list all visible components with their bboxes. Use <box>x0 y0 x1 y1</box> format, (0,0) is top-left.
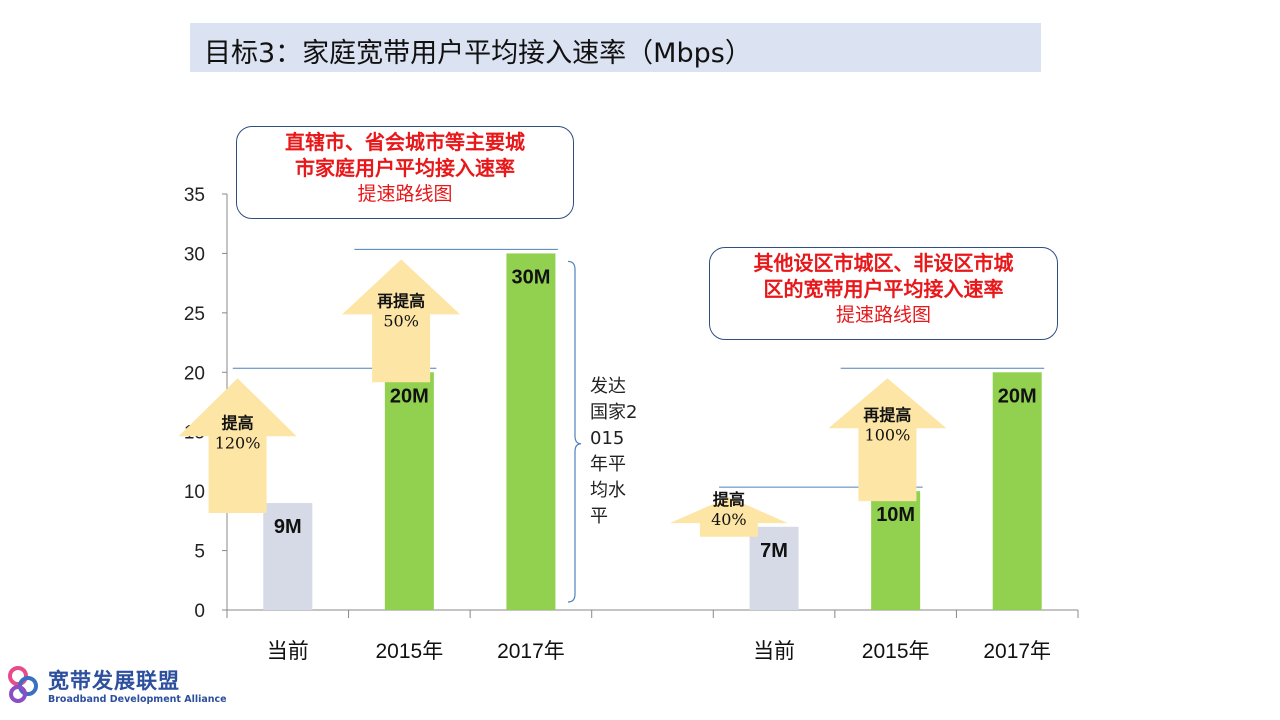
increase-arrow <box>342 259 461 383</box>
increase-label-line1: 提高 <box>222 413 254 432</box>
y-tick-label: 10 <box>184 482 205 503</box>
callout-right: 其他设区市城区、非设区市城 区的宽带用户平均接入速率 提速路线图 <box>709 247 1058 340</box>
bar-data-label: 30M <box>511 266 550 288</box>
slide-title: 目标3：家庭宽带用户平均接入速率（Mbps） <box>204 38 752 69</box>
bar-data-label: 7M <box>760 540 788 562</box>
increase-label-line1: 再提高 <box>377 291 425 310</box>
increase-label-line1: 提高 <box>713 490 745 509</box>
bar <box>263 503 313 610</box>
increase-label-line2: 50% <box>383 311 419 330</box>
logo-name: 宽带发展联盟 <box>48 669 180 693</box>
bar <box>384 372 434 610</box>
increase-arrow <box>828 378 947 502</box>
y-tick-label: 20 <box>184 363 205 384</box>
increase-arrow <box>178 378 297 514</box>
y-tick-label: 0 <box>194 601 205 622</box>
x-category-label: 当前 <box>753 640 795 663</box>
increase-label-line1: 再提高 <box>863 405 911 424</box>
bar <box>992 372 1042 610</box>
callout-right-line3: 提速路线图 <box>835 304 931 326</box>
bar-data-label: 9M <box>274 516 302 538</box>
callout-right-line1: 其他设区市城区、非设区市城 <box>753 251 1014 275</box>
bar-data-label: 10M <box>876 504 915 526</box>
callout-right-line2: 区的宽带用户平均接入速率 <box>763 277 1004 301</box>
y-tick-label: 30 <box>184 244 205 265</box>
bar-data-label: 20M <box>390 385 429 407</box>
x-category-label: 2017年 <box>983 640 1051 663</box>
x-category-label: 2015年 <box>862 640 930 663</box>
increase-label-line2: 40% <box>711 510 747 529</box>
brace-bracket <box>567 260 582 603</box>
alliance-logo: 宽带发展联盟 Broadband Development Alliance <box>6 660 227 716</box>
increase-arrow <box>669 497 788 537</box>
x-category-label: 当前 <box>267 640 309 663</box>
y-tick-label: 25 <box>184 304 205 325</box>
callout-left-line3: 提速路线图 <box>357 183 453 205</box>
bar-data-label: 20M <box>998 385 1037 407</box>
logo-subtitle: Broadband Development Alliance <box>48 694 227 705</box>
x-category-label: 2017年 <box>497 640 565 663</box>
callout-left: 直辖市、省会城市等主要城 市家庭用户平均接入速率 提速路线图 <box>236 126 574 219</box>
callout-left-line2: 市家庭用户平均接入速率 <box>295 156 515 180</box>
increase-label-line2: 120% <box>215 433 261 452</box>
bar <box>506 253 556 610</box>
x-category-label: 2015年 <box>375 640 443 663</box>
title-bar: 目标3：家庭宽带用户平均接入速率（Mbps） <box>190 23 1041 72</box>
bar <box>871 491 921 610</box>
developed-countries-note: 发达国家2015年平均水平 <box>590 376 638 527</box>
y-tick-label: 35 <box>184 185 205 206</box>
alliance-logo-icon <box>8 666 38 703</box>
callout-left-line1: 直辖市、省会城市等主要城 <box>285 130 525 154</box>
y-tick-label: 5 <box>194 542 205 563</box>
bar <box>749 526 799 610</box>
increase-label-line2: 100% <box>865 425 911 444</box>
